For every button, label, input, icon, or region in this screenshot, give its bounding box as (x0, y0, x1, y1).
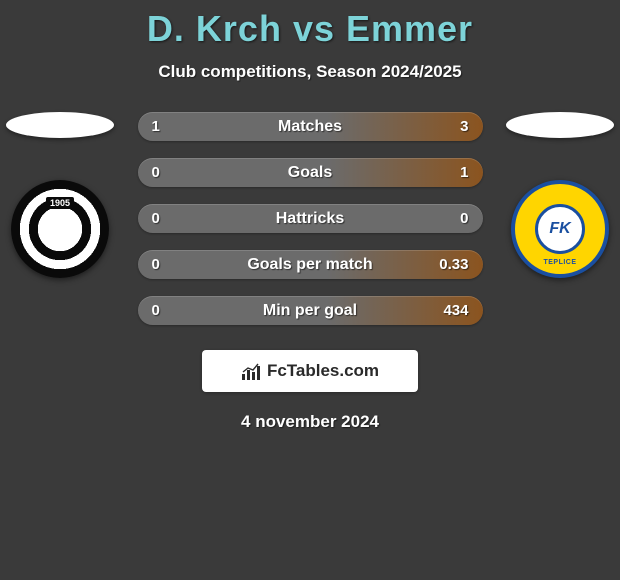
stat-label: Goals per match (247, 256, 372, 274)
stat-row: 0 Goals 1 (138, 158, 483, 187)
left-club-logo (11, 180, 109, 278)
right-team-column: TEPLICE (500, 112, 620, 278)
right-club-sublabel: TEPLICE (515, 259, 605, 266)
stat-left-value: 0 (152, 302, 182, 319)
stat-left-value: 1 (152, 118, 182, 135)
left-team-column (0, 112, 120, 278)
branding-chart-icon (241, 362, 263, 380)
stat-right-value: 1 (439, 164, 469, 181)
stat-left-value: 0 (152, 210, 182, 227)
stat-left-value: 0 (152, 256, 182, 273)
stat-left-value: 0 (152, 164, 182, 181)
branding-text: FcTables.com (267, 361, 379, 381)
stat-label: Min per goal (263, 302, 357, 320)
comparison-area: TEPLICE 1 Matches 3 0 Goals 1 0 Hattricks 0 0 Goal… (0, 112, 620, 432)
left-flag-icon (6, 112, 114, 138)
stat-right-value: 434 (438, 302, 468, 319)
stat-row: 1 Matches 3 (138, 112, 483, 141)
stat-right-value: 0 (438, 210, 468, 227)
page-title: D. Krch vs Emmer (0, 0, 620, 50)
branding-badge: FcTables.com (202, 350, 418, 392)
stats-list: 1 Matches 3 0 Goals 1 0 Hattricks 0 0 Goals per ma… (138, 112, 483, 325)
stat-right-value: 0.33 (439, 256, 469, 273)
right-flag-icon (506, 112, 614, 138)
stat-label: Hattricks (276, 210, 344, 228)
stat-row: 0 Goals per match 0.33 (138, 250, 483, 279)
right-club-logo: TEPLICE (511, 180, 609, 278)
stat-label: Matches (278, 118, 342, 136)
date-label: 4 november 2024 (0, 412, 620, 432)
stat-right-value: 3 (439, 118, 469, 135)
stat-row: 0 Hattricks 0 (138, 204, 483, 233)
stat-row: 0 Min per goal 434 (138, 296, 483, 325)
subtitle: Club competitions, Season 2024/2025 (0, 62, 620, 82)
stat-label: Goals (288, 164, 332, 182)
